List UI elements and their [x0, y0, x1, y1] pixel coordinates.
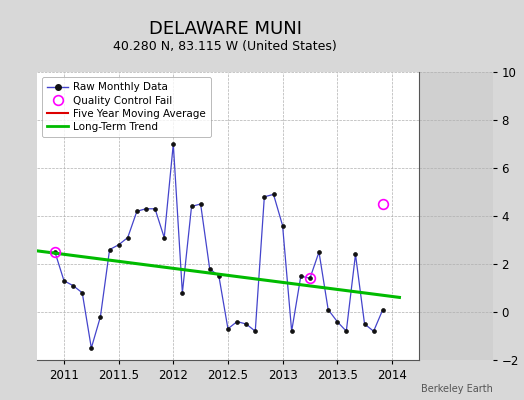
- Raw Monthly Data: [143, 206, 149, 211]
- Raw Monthly Data: [70, 283, 76, 288]
- Raw Monthly Data: [189, 204, 195, 209]
- Raw Monthly Data: [106, 247, 113, 252]
- Raw Monthly Data: [307, 276, 313, 281]
- Raw Monthly Data: [179, 290, 185, 295]
- Raw Monthly Data: [216, 274, 222, 278]
- Raw Monthly Data: [316, 250, 322, 254]
- Raw Monthly Data: [270, 192, 277, 197]
- Text: 40.280 N, 83.115 W (United States): 40.280 N, 83.115 W (United States): [113, 40, 337, 53]
- Raw Monthly Data: [380, 307, 386, 312]
- Raw Monthly Data: [352, 252, 358, 257]
- Raw Monthly Data: [325, 307, 331, 312]
- Raw Monthly Data: [370, 329, 377, 334]
- Raw Monthly Data: [161, 235, 167, 240]
- Raw Monthly Data: [261, 194, 267, 199]
- Raw Monthly Data: [334, 319, 341, 324]
- Raw Monthly Data: [79, 290, 85, 295]
- Raw Monthly Data: [97, 314, 104, 319]
- Raw Monthly Data: [279, 223, 286, 228]
- Raw Monthly Data: [243, 322, 249, 326]
- Raw Monthly Data: [225, 326, 231, 331]
- Raw Monthly Data: [88, 346, 94, 350]
- Raw Monthly Data: [234, 319, 240, 324]
- Legend: Raw Monthly Data, Quality Control Fail, Five Year Moving Average, Long-Term Tren: Raw Monthly Data, Quality Control Fail, …: [42, 77, 211, 137]
- Raw Monthly Data: [134, 209, 140, 214]
- Raw Monthly Data: [115, 242, 122, 247]
- Raw Monthly Data: [289, 329, 295, 334]
- Raw Monthly Data: [362, 322, 368, 326]
- Raw Monthly Data: [198, 202, 204, 206]
- Raw Monthly Data: [52, 250, 58, 254]
- Raw Monthly Data: [125, 235, 131, 240]
- Raw Monthly Data: [206, 266, 213, 271]
- Text: Berkeley Earth: Berkeley Earth: [421, 384, 493, 394]
- Raw Monthly Data: [152, 206, 158, 211]
- Raw Monthly Data: [170, 142, 177, 146]
- Raw Monthly Data: [252, 329, 258, 334]
- Raw Monthly Data: [298, 274, 304, 278]
- Raw Monthly Data: [343, 329, 350, 334]
- Text: DELAWARE MUNI: DELAWARE MUNI: [149, 20, 302, 38]
- Raw Monthly Data: [61, 278, 67, 283]
- Line: Raw Monthly Data: Raw Monthly Data: [53, 142, 385, 350]
